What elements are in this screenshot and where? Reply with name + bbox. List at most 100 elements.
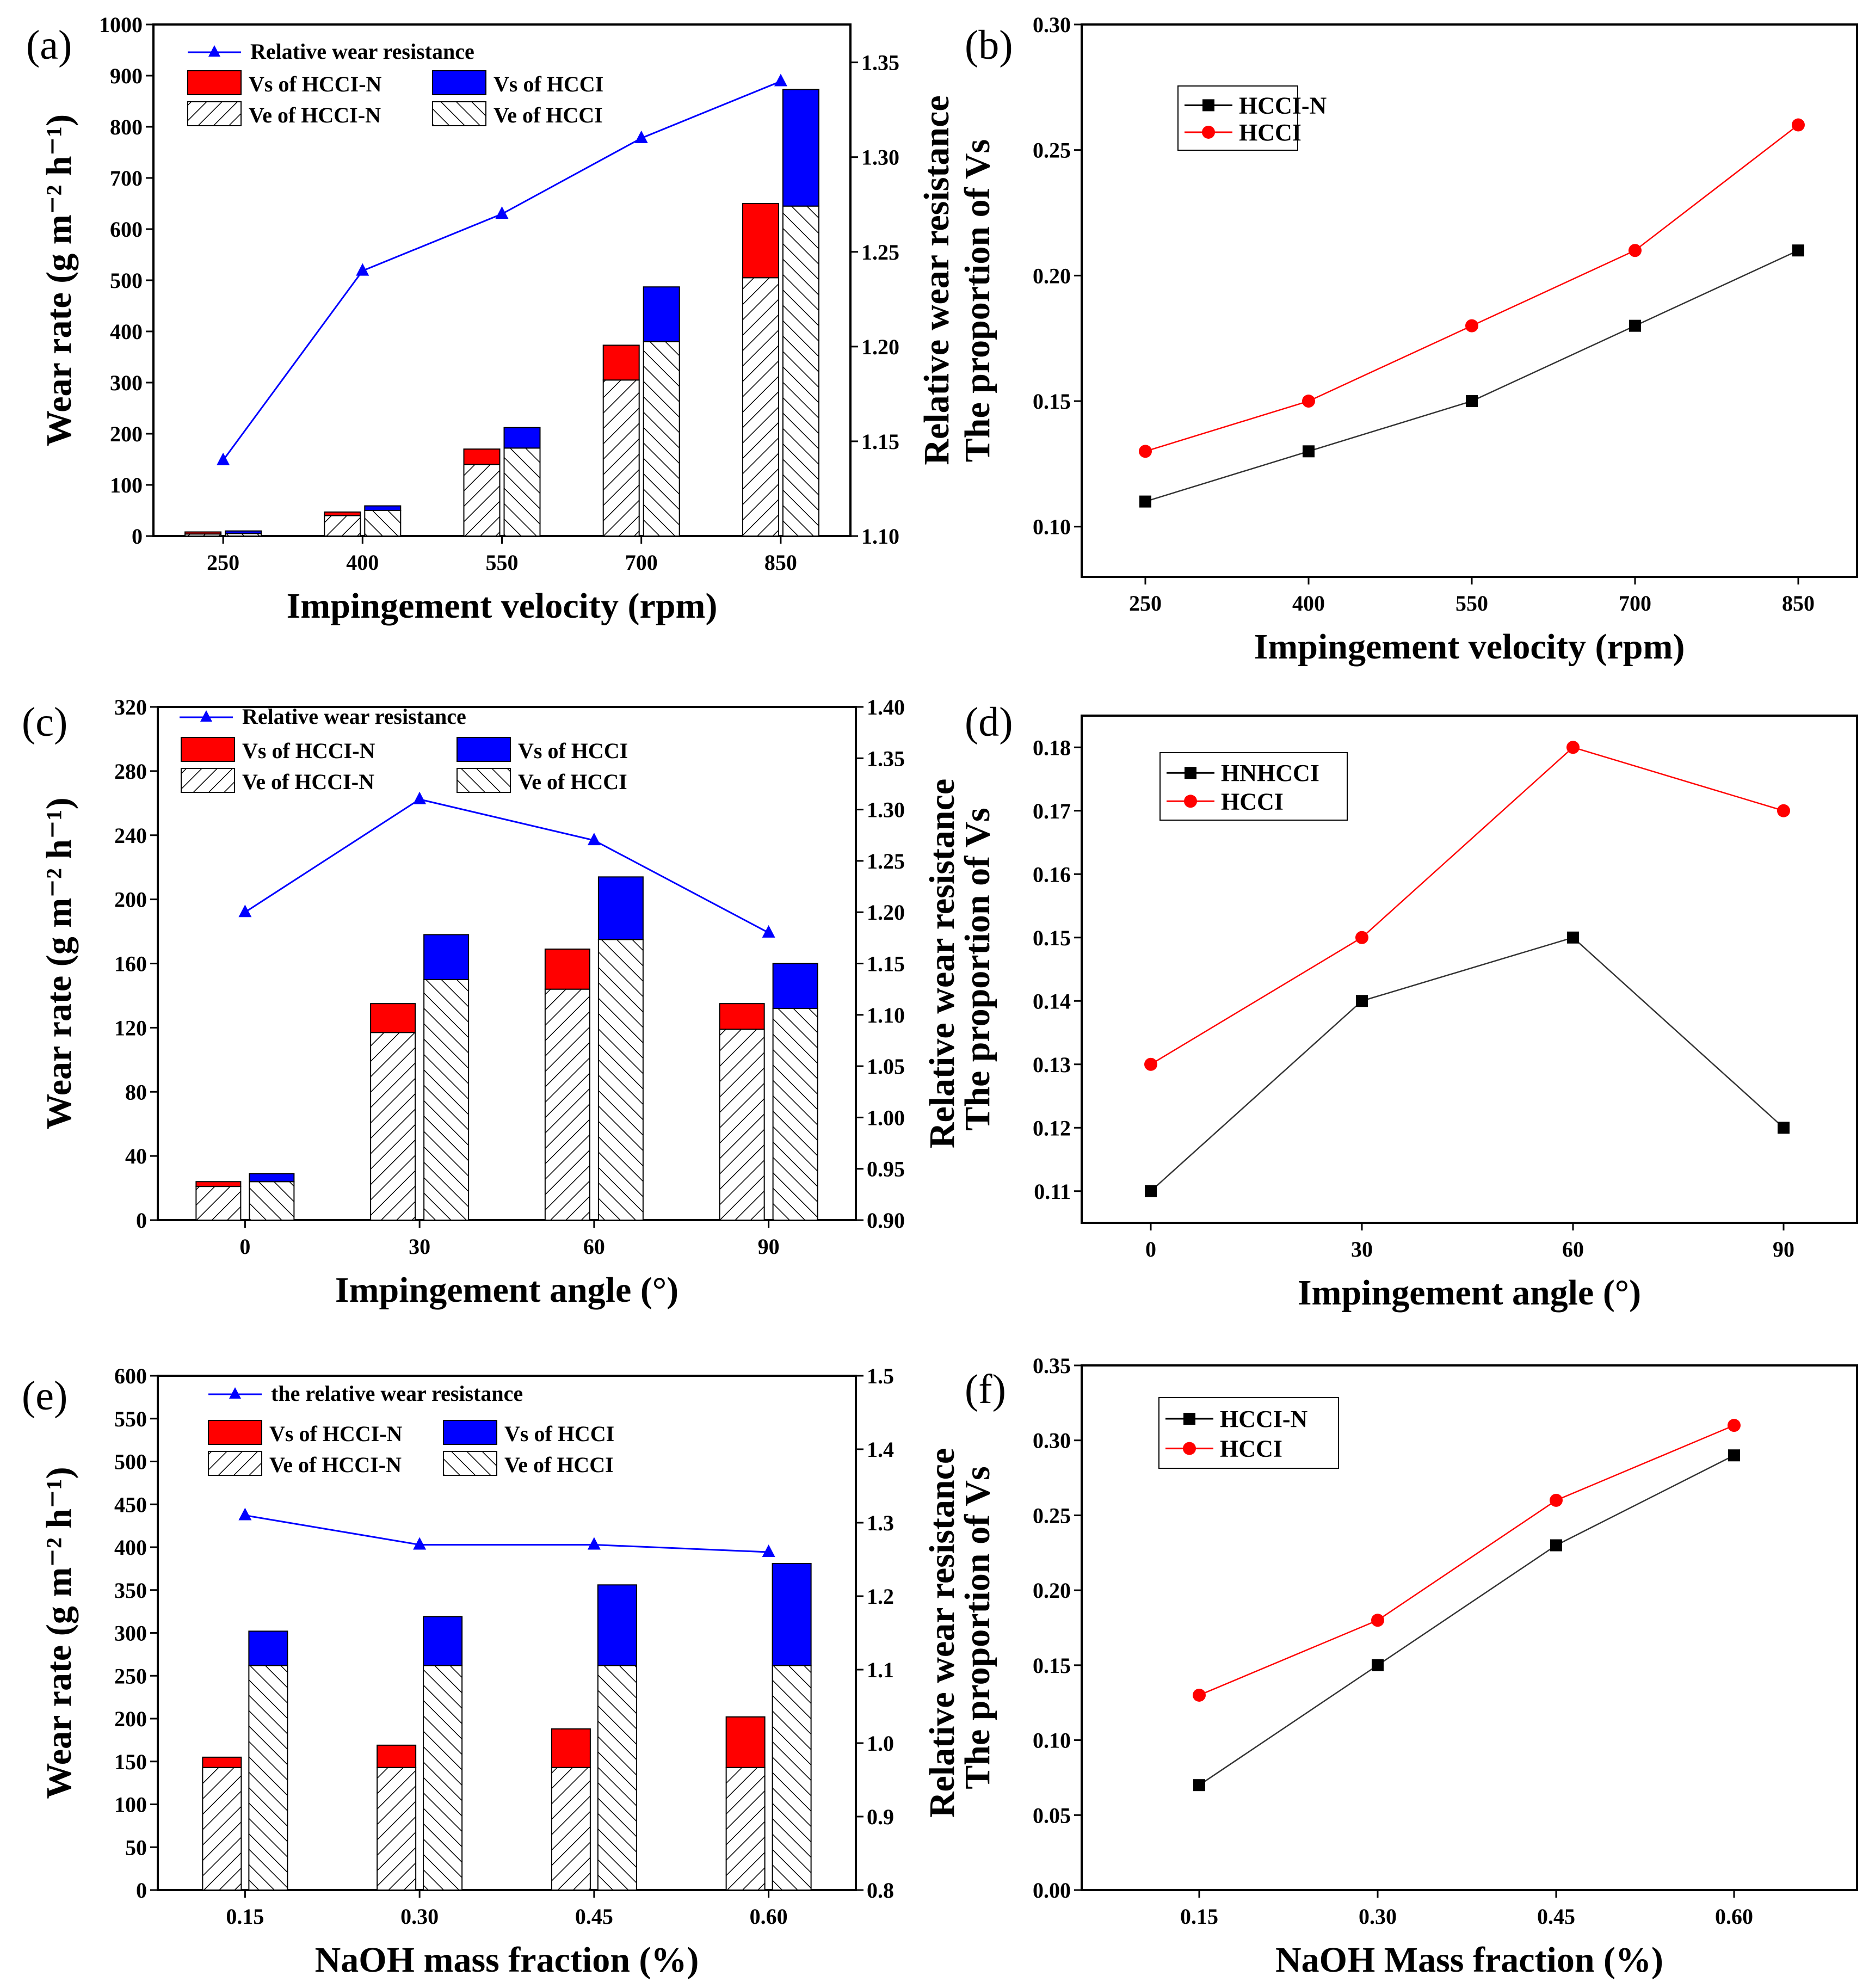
y-tick-label: 200 — [114, 888, 147, 912]
relative-wear-point — [587, 1537, 601, 1550]
y-tick-label: 600 — [114, 1364, 147, 1388]
y-tick-label: 0.15 — [1033, 1653, 1071, 1678]
relative-wear-point — [413, 791, 427, 804]
legend-ve-hcci-swatch — [457, 768, 511, 793]
x-tick-label: 0.60 — [1715, 1904, 1753, 1929]
series-point-hnhcci — [1145, 1185, 1157, 1197]
bar-ve-hcci — [597, 939, 644, 1221]
legend-ve-hcci-n-swatch — [181, 768, 235, 793]
y2-tick-label: 1.0 — [867, 1731, 894, 1756]
x-tick-label: 0.15 — [1180, 1904, 1218, 1929]
legend-vs-hcci-label: Vs of HCCI — [504, 1421, 614, 1446]
panel-label: (e) — [22, 1373, 67, 1419]
legend-vs-hcci-swatch — [457, 737, 511, 762]
plot-frame-d — [1081, 715, 1858, 1224]
y2-tick-label: 1.05 — [867, 1054, 905, 1079]
series-line-hcci — [1199, 1425, 1735, 1696]
legend-vs-hcci-label: Vs of HCCI — [494, 72, 603, 96]
bar-vs-hcci-n — [184, 531, 222, 535]
y-tick-label: 80 — [125, 1080, 147, 1104]
y-tick-label: 50 — [125, 1835, 147, 1860]
legend-line-label: the relative wear resistance — [271, 1381, 523, 1406]
bar-ve-hcci-n — [725, 1767, 766, 1891]
y-tick-label: 0.17 — [1033, 799, 1071, 823]
y2-tick-label: 1.30 — [861, 145, 899, 170]
plot-frame-f — [1081, 1364, 1858, 1891]
bar-ve-hcci-n — [202, 1767, 242, 1891]
legend-ve-hcci-n-swatch — [208, 1451, 262, 1476]
y-tick-label: 0 — [132, 524, 143, 549]
y2-tick-label: 1.25 — [861, 240, 899, 264]
legend-label: HCCI — [1220, 1436, 1282, 1462]
series-point-hcci — [1465, 319, 1478, 333]
legend-label: HCCI — [1221, 788, 1284, 815]
panel-label: (a) — [26, 22, 72, 68]
y-tick-label: 0.14 — [1033, 989, 1071, 1013]
bar-vs-hcci — [225, 530, 262, 534]
legend-vs-hcci-n-swatch — [187, 70, 242, 95]
legend-sample-marker — [1183, 1442, 1196, 1455]
bar-vs-hcci-n — [324, 511, 361, 516]
y-tick-label: 200 — [110, 422, 143, 446]
y-tick-label: 100 — [110, 473, 143, 497]
y-tick-label: 0.05 — [1033, 1803, 1071, 1827]
series-point-hcci — [1302, 395, 1315, 408]
bar-ve-hcci-n — [551, 1767, 591, 1891]
y-tick-label: 900 — [110, 64, 143, 88]
y-tick-label: 700 — [110, 166, 143, 190]
legend-box — [1159, 752, 1348, 821]
y2-tick-label: 0.8 — [867, 1878, 894, 1903]
series-point-hcci-n — [1372, 1659, 1384, 1671]
y-tick-label: 0.25 — [1033, 1503, 1071, 1528]
bar-vs-hcci — [597, 1584, 637, 1666]
y-tick-label: 0.12 — [1033, 1116, 1071, 1140]
x-tick-label: 0.60 — [750, 1904, 788, 1929]
legend-vs-hcci-n-swatch — [181, 737, 235, 762]
legend-line-label: Relative wear resistance — [242, 704, 466, 729]
y-axis-label: Wear rate (g m⁻² h⁻¹) — [39, 114, 79, 446]
panel-label: (f) — [965, 1367, 1006, 1412]
y2-tick-label: 1.1 — [867, 1658, 894, 1682]
x-tick-label: 250 — [207, 550, 239, 575]
bar-ve-hcci — [423, 1665, 463, 1891]
y2-tick-label: 0.90 — [867, 1208, 905, 1233]
series-point-hcci — [1355, 931, 1368, 944]
y-tick-label: 0.20 — [1033, 1578, 1071, 1603]
legend-vs-hcci-n-label: Vs of HCCI-N — [269, 1421, 403, 1446]
y-tick-label: 40 — [125, 1144, 147, 1168]
y-tick-label: 0.13 — [1033, 1053, 1071, 1077]
series-point-hcci-n — [1466, 395, 1478, 408]
y-tick-label: 200 — [114, 1707, 147, 1731]
bar-ve-hcci — [772, 1665, 812, 1891]
y-tick-label: 300 — [110, 371, 143, 395]
x-tick-label: 60 — [1562, 1237, 1584, 1261]
bar-ve-hcci-n — [370, 1032, 416, 1221]
legend-ve-hcci-swatch — [443, 1451, 497, 1476]
series-point-hcci — [1371, 1614, 1384, 1627]
y-tick-label: 450 — [114, 1492, 147, 1517]
relative-wear-point — [495, 206, 509, 219]
bar-ve-hcci — [249, 1181, 295, 1221]
series-line-hnhcci — [1150, 937, 1784, 1192]
y2-tick-label: 1.5 — [867, 1364, 894, 1388]
legend-ve-hcci-label: Ve of HCCI — [518, 770, 627, 794]
relative-wear-point — [217, 452, 230, 465]
y2-tick-label: 1.3 — [867, 1511, 894, 1535]
x-tick-label: 850 — [1782, 591, 1815, 616]
y-axis-label: Wear rate (g m⁻² h⁻¹) — [39, 1467, 79, 1799]
legend-label: HCCI — [1239, 119, 1301, 146]
bar-ve-hcci-n — [742, 277, 779, 537]
bar-ve-hcci — [423, 978, 470, 1221]
x-axis-label: Impingement angle (°) — [1298, 1273, 1641, 1313]
y2-tick-label: 1.30 — [867, 798, 905, 822]
bar-vs-hcci-n — [742, 203, 779, 279]
bar-ve-hcci-n — [463, 464, 501, 537]
x-tick-label: 0.30 — [400, 1904, 439, 1929]
y-tick-label: 500 — [114, 1450, 147, 1474]
x-tick-label: 30 — [1351, 1237, 1373, 1261]
bar-vs-hcci — [643, 286, 680, 342]
x-tick-label: 850 — [764, 550, 797, 575]
legend-line-marker — [229, 1387, 241, 1399]
relative-wear-point — [413, 1537, 427, 1550]
panel-label: (d) — [965, 699, 1013, 745]
